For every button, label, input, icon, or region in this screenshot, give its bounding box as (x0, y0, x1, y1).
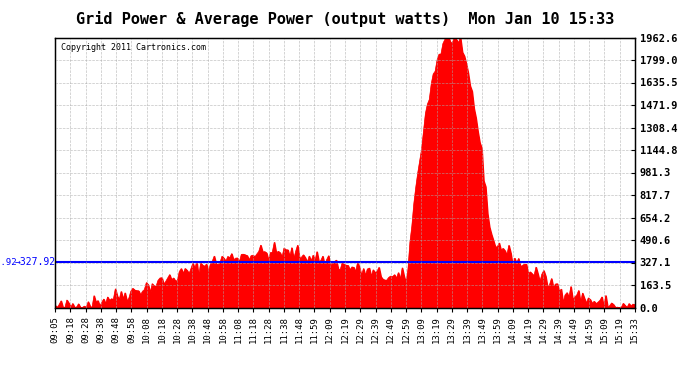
Text: →327.92: →327.92 (0, 258, 17, 267)
Text: →327.92: →327.92 (14, 257, 56, 267)
Text: Grid Power & Average Power (output watts)  Mon Jan 10 15:33: Grid Power & Average Power (output watts… (76, 11, 614, 27)
Text: Copyright 2011 Cartronics.com: Copyright 2011 Cartronics.com (61, 43, 206, 52)
